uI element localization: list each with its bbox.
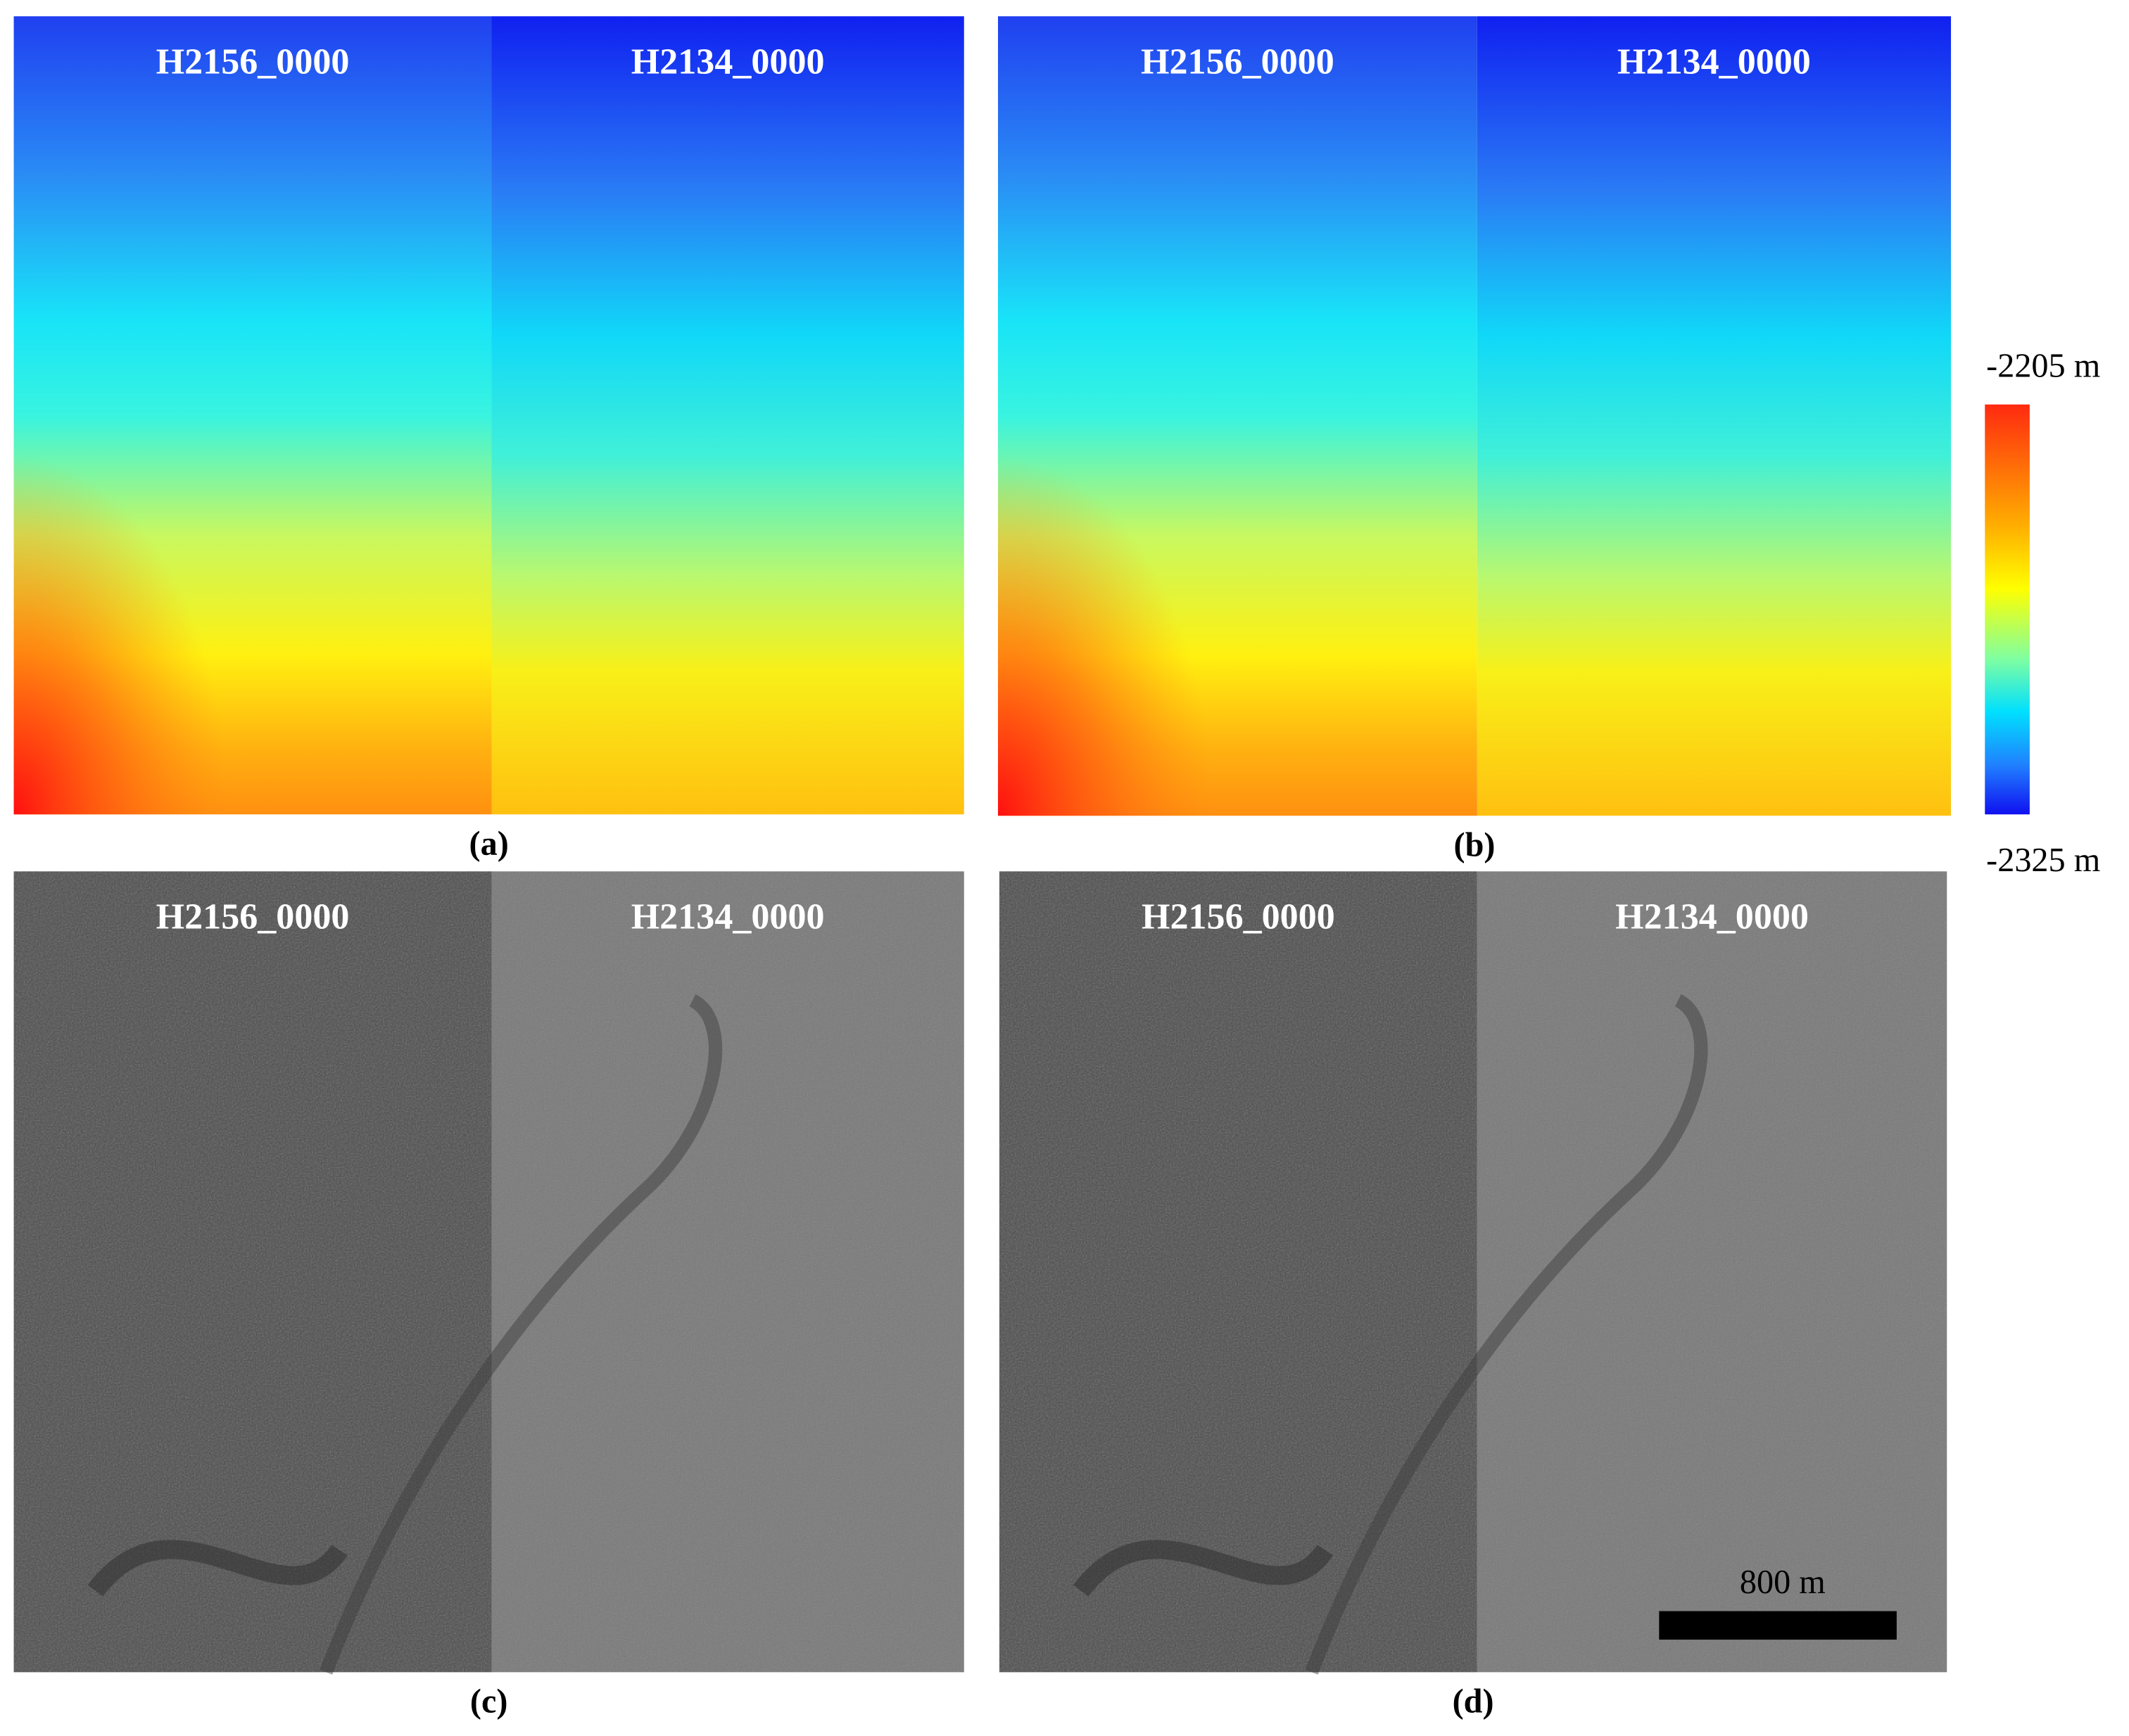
bathymetry-corner bbox=[997, 16, 1477, 816]
panel: H2156_0000 H2134_0000 (c) bbox=[13, 871, 964, 1721]
backscatter-left-texture bbox=[999, 871, 1477, 1673]
bathymetry-right bbox=[1477, 16, 1952, 816]
bathymetry-right bbox=[491, 16, 964, 815]
tile-label: H2134_0000 bbox=[631, 42, 825, 82]
tile-label: H2134_0000 bbox=[1617, 42, 1811, 82]
scale-bar: 800 m bbox=[1659, 1564, 1897, 1640]
colorbar-ramp bbox=[1985, 404, 2030, 815]
tile-label: H2156_0000 bbox=[156, 42, 350, 82]
panel: H2156_0000 H2134_0000 (a) bbox=[13, 16, 964, 863]
panel-label: (b) bbox=[1454, 827, 1496, 864]
panel-label: (c) bbox=[470, 1683, 508, 1721]
seafloor-channel bbox=[1073, 1540, 1334, 1597]
seafloor-ridge bbox=[1305, 994, 1708, 1675]
backscatter-right-texture bbox=[491, 871, 964, 1673]
colorbar: -2205 m -2325 m bbox=[1985, 348, 2100, 879]
panel-label: (a) bbox=[469, 825, 509, 863]
bathymetry-corner bbox=[13, 16, 492, 815]
panel-label: (d) bbox=[1453, 1683, 1494, 1721]
seafloor-channel bbox=[87, 1540, 348, 1597]
colorbar-bottom-label: -2325 m bbox=[1986, 842, 2100, 879]
seafloor-ridge bbox=[320, 994, 723, 1675]
panel: H2156_0000 H2134_0000 (d) bbox=[999, 871, 1947, 1721]
scale-bar-bar bbox=[1659, 1611, 1897, 1640]
colorbar-top-label: -2205 m bbox=[1986, 348, 2100, 385]
panel: H2156_0000 H2134_0000 (b) bbox=[997, 16, 1952, 864]
tile-label: H2134_0000 bbox=[1615, 897, 1809, 937]
backscatter-right-texture bbox=[1477, 871, 1947, 1673]
tile-label: H2134_0000 bbox=[631, 897, 825, 937]
tile-label: H2156_0000 bbox=[1141, 42, 1334, 82]
backscatter-left-texture bbox=[13, 871, 492, 1673]
tile-label: H2156_0000 bbox=[156, 897, 350, 937]
tile-label: H2156_0000 bbox=[1142, 897, 1335, 937]
scale-bar-label: 800 m bbox=[1740, 1564, 1826, 1601]
